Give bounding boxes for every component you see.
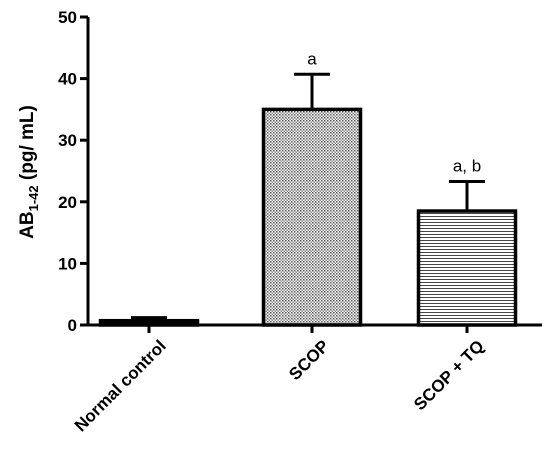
y-tick-label: 10 xyxy=(58,254,77,273)
y-tick-label: 50 xyxy=(58,8,77,27)
significance-label: a xyxy=(307,49,317,68)
y-axis-title-main: AB xyxy=(17,211,38,238)
y-tick-label: 40 xyxy=(58,70,77,89)
category-label: SCOP + TQ xyxy=(410,336,488,414)
y-axis-title-unit: (pg/ mL) xyxy=(17,105,38,185)
y-axis-title: AB1-42 (pg/ mL) xyxy=(17,105,41,239)
bar xyxy=(261,107,363,327)
category-label: Normal control xyxy=(71,336,170,435)
y-tick-label: 0 xyxy=(68,316,77,335)
y-tick-label: 20 xyxy=(58,193,77,212)
y-tick-label: 30 xyxy=(58,131,77,150)
bar xyxy=(98,318,200,327)
category-label: SCOP xyxy=(285,336,333,384)
bar xyxy=(416,209,518,327)
svg-text:AB1-42 (pg/ mL): AB1-42 (pg/ mL) xyxy=(17,105,41,239)
significance-label: a, b xyxy=(453,156,481,175)
plot-area: 0 10 20 30 40 50 Normal control a SCOP a, b SCOP +… xyxy=(58,8,542,435)
y-axis-title-subscript: 1-42 xyxy=(26,185,41,211)
